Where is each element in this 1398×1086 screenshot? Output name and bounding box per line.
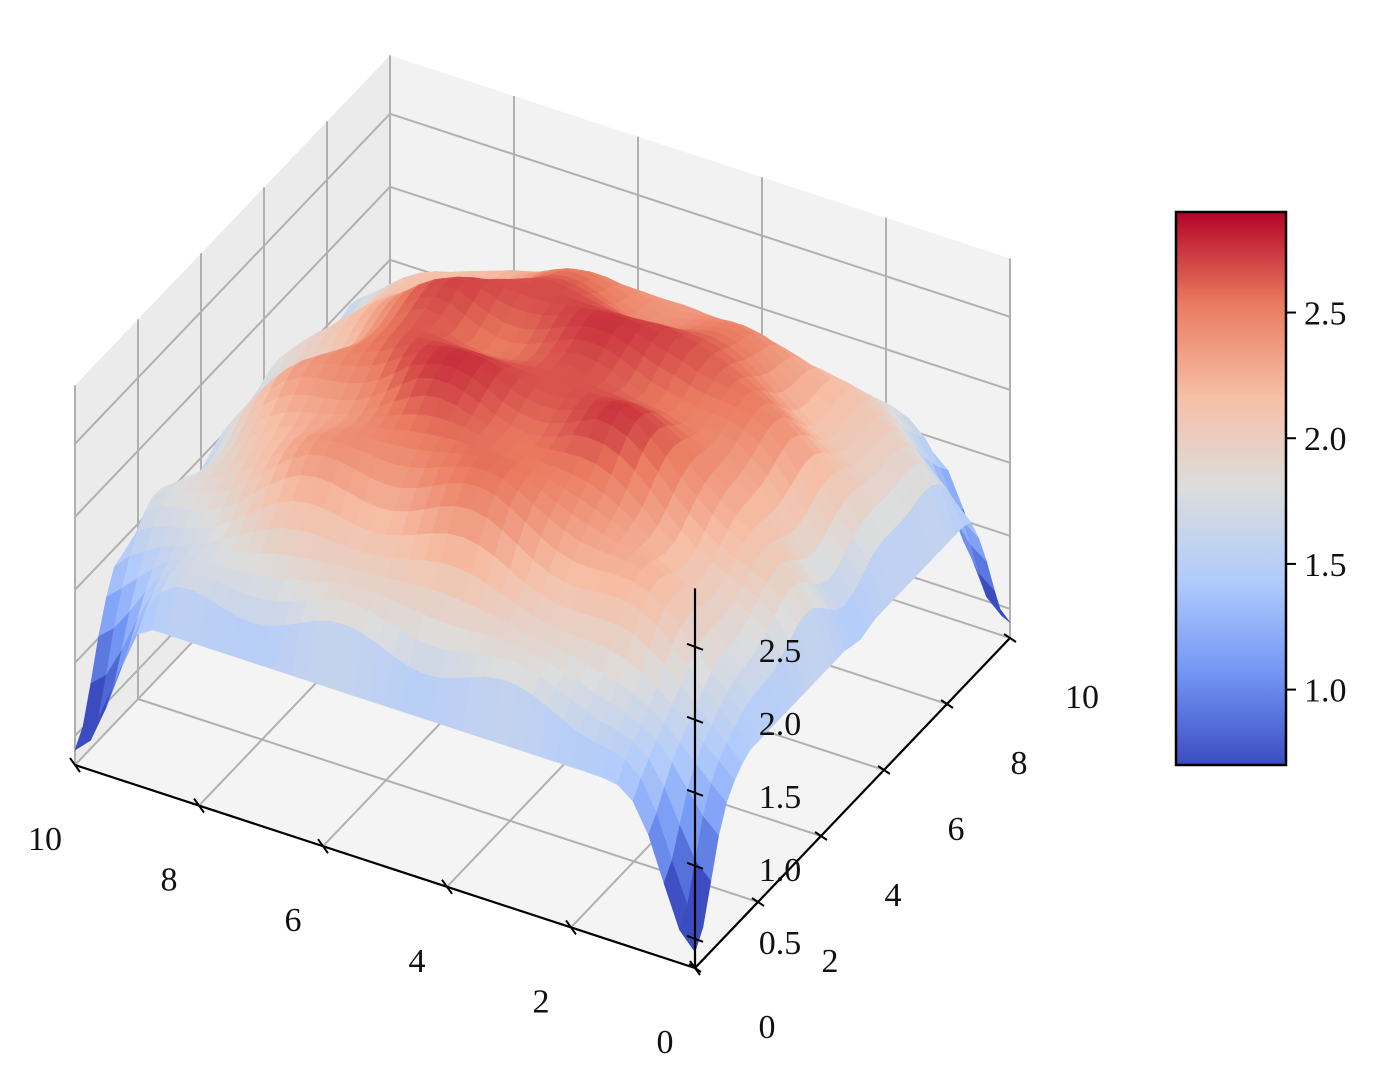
axis-ticks: 0 2 4 6 8 10 0 2 4 6 8 10 0.5 1.0 1.5 2.0 2.5	[28, 633, 1099, 1061]
colorbar-tick-label: 1.5	[1304, 547, 1347, 584]
colorbar: 1.0 1.5 2.0 2.5	[1174, 210, 1347, 767]
x-tick-label: 8	[161, 862, 178, 899]
y-tick	[688, 963, 702, 973]
x-tick-label: 6	[285, 902, 302, 939]
y-tick	[877, 765, 891, 775]
z-tick	[686, 715, 704, 724]
x-tick	[193, 798, 205, 814]
y-tick-label: 6	[948, 811, 965, 848]
colorbar-tick-label: 1.0	[1304, 673, 1347, 710]
z-tick	[686, 788, 704, 797]
x-tick	[69, 757, 81, 773]
y-tick-label: 0	[759, 1009, 776, 1046]
gridline	[74, 113, 391, 445]
x-tick-label: 4	[409, 943, 426, 980]
colorbar-bar	[1174, 210, 1288, 767]
y-tick-label: 8	[1011, 745, 1028, 782]
x-tick	[317, 838, 329, 854]
z-tick	[686, 934, 704, 943]
gridline	[389, 185, 1011, 391]
x-tick	[441, 879, 453, 895]
y-tick	[1003, 633, 1017, 643]
x-tick	[565, 919, 577, 935]
z-tick-label: 2.5	[759, 633, 802, 670]
y-tick-label: 2	[822, 943, 839, 980]
y-tick	[751, 897, 765, 907]
x-tick-label: 10	[28, 821, 62, 858]
z-tick	[686, 642, 704, 651]
z-tick-label: 1.0	[759, 852, 802, 889]
y-axis-line	[694, 637, 1011, 969]
surface-mesh	[74, 268, 1011, 953]
x-tick-label: 2	[533, 983, 550, 1020]
colorbar-tick-label: 2.0	[1304, 421, 1347, 458]
y-tick	[814, 831, 828, 841]
y-tick-label: 10	[1065, 679, 1099, 716]
y-tick-label: 4	[885, 877, 902, 914]
z-tick-label: 1.5	[759, 779, 802, 816]
z-tick-label: 0.5	[759, 925, 802, 962]
gridline	[389, 112, 1011, 318]
axis-lines	[74, 588, 1011, 970]
z-tick	[686, 861, 704, 870]
gridline	[74, 186, 391, 518]
x-axis-line	[74, 763, 696, 970]
colorbar-tick-label: 2.5	[1304, 296, 1347, 333]
z-tick-label: 2.0	[759, 706, 802, 743]
x-tick-label: 0	[657, 1024, 674, 1061]
y-tick	[940, 699, 954, 709]
gridline	[137, 698, 759, 903]
